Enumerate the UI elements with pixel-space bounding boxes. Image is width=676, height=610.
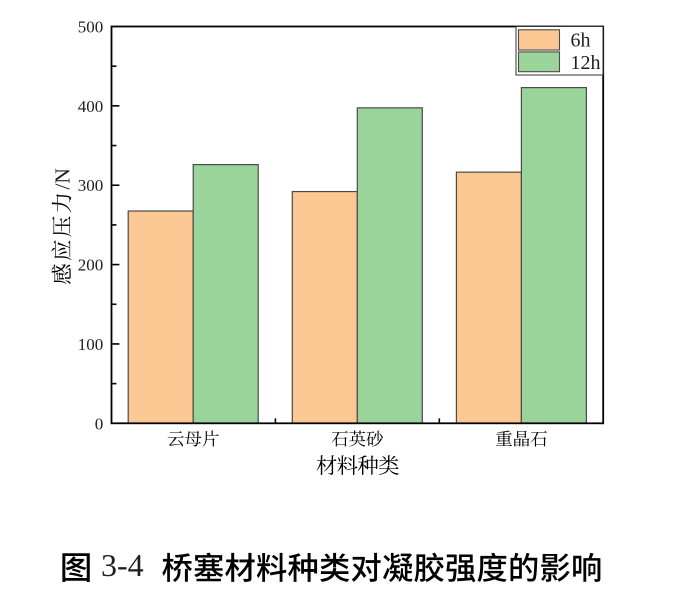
svg-text:12h: 12h <box>571 52 601 74</box>
svg-text:6h: 6h <box>571 30 591 52</box>
svg-text:200: 200 <box>78 256 104 275</box>
svg-text:500: 500 <box>78 18 104 37</box>
svg-text:100: 100 <box>78 335 104 354</box>
svg-text:0: 0 <box>95 414 104 433</box>
svg-text:/N: /N <box>51 168 75 190</box>
svg-text:400: 400 <box>78 97 104 116</box>
svg-text:300: 300 <box>78 176 104 195</box>
svg-text:3-4: 3-4 <box>101 547 144 583</box>
